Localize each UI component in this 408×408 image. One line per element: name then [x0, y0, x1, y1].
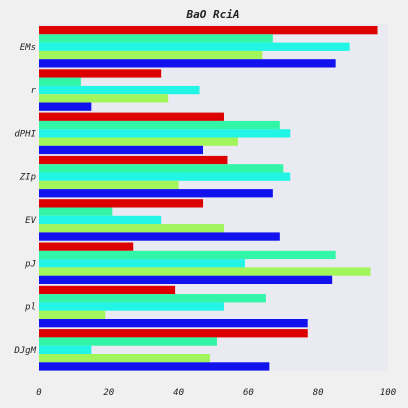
- x-tick-label-40: 40: [173, 388, 184, 398]
- bar-EMs-series-1: [39, 26, 378, 35]
- bar-pJ-series-2: [39, 250, 336, 260]
- bar-EV-series-3: [39, 215, 162, 225]
- category-label-EMs: EMs: [20, 43, 36, 53]
- bar-EV-series-2: [39, 207, 113, 216]
- category-labels: EMs r dPHI ZIp EV pJ pl DJgM: [13, 43, 36, 356]
- bar-r-series-2: [39, 77, 81, 86]
- bar-ZIp-series-3: [39, 172, 291, 181]
- bar-ZIp-series-1: [39, 155, 228, 165]
- category-label-ZIp: ZIp: [19, 173, 36, 183]
- bar-EMs-series-4: [39, 50, 263, 60]
- bar-r-series-4: [39, 94, 169, 103]
- bar-DJgM-series-1: [39, 329, 308, 338]
- bar-DJgM-series-5: [39, 362, 270, 371]
- bar-pl-series-3: [39, 302, 224, 311]
- category-label-EV: EV: [25, 216, 36, 226]
- category-label-r: r: [31, 86, 37, 96]
- bar-pl-series-5: [39, 319, 308, 328]
- bar-ZIp-series-2: [39, 164, 284, 173]
- bar-dPHI-series-2: [39, 120, 280, 130]
- bar-pl-series-4: [39, 310, 106, 319]
- bar-EMs-series-2: [39, 34, 273, 43]
- bar-pJ-series-4: [39, 267, 371, 276]
- bar-dPHI-series-3: [39, 129, 291, 138]
- bar-dPHI-series-1: [39, 112, 224, 121]
- bar-EV-series-5: [39, 232, 280, 241]
- category-label-pl: pl: [24, 303, 36, 313]
- bar-EMs-series-5: [39, 59, 336, 68]
- category-label-DJgM: DJgM: [13, 346, 36, 356]
- bars-group: [39, 26, 378, 371]
- bar-dPHI-series-4: [39, 137, 238, 146]
- bar-ZIp-series-4: [39, 180, 179, 190]
- category-label-dPHI: dPHI: [14, 129, 36, 139]
- bar-EV-series-4: [39, 224, 224, 233]
- x-tick-label-60: 60: [243, 388, 254, 398]
- bar-dPHI-series-5: [39, 145, 204, 155]
- bar-DJgM-series-2: [39, 337, 217, 346]
- bar-r-series-1: [39, 69, 162, 78]
- bar-pl-series-1: [39, 285, 176, 295]
- category-label-pJ: pJ: [24, 259, 36, 269]
- bar-pJ-series-3: [39, 259, 245, 268]
- chart-title: BaO RciA: [186, 8, 240, 21]
- bar-DJgM-series-3: [39, 345, 92, 354]
- bar-r-series-5: [39, 102, 92, 111]
- bar-DJgM-series-4: [39, 354, 211, 363]
- x-tick-label-0: 0: [36, 388, 41, 398]
- x-axis-ticks: 0 20 40 60 80 100: [36, 388, 396, 398]
- x-tick-label-100: 100: [380, 388, 396, 398]
- x-tick-label-20: 20: [103, 388, 114, 398]
- bar-pJ-series-1: [39, 242, 134, 251]
- bar-pJ-series-5: [39, 275, 333, 284]
- bar-r-series-3: [39, 85, 200, 95]
- bar-EMs-series-3: [39, 42, 350, 51]
- bar-pl-series-2: [39, 294, 266, 303]
- x-tick-label-80: 80: [313, 388, 324, 398]
- bar-ZIp-series-5: [39, 189, 273, 198]
- bar-EV-series-1: [39, 199, 204, 208]
